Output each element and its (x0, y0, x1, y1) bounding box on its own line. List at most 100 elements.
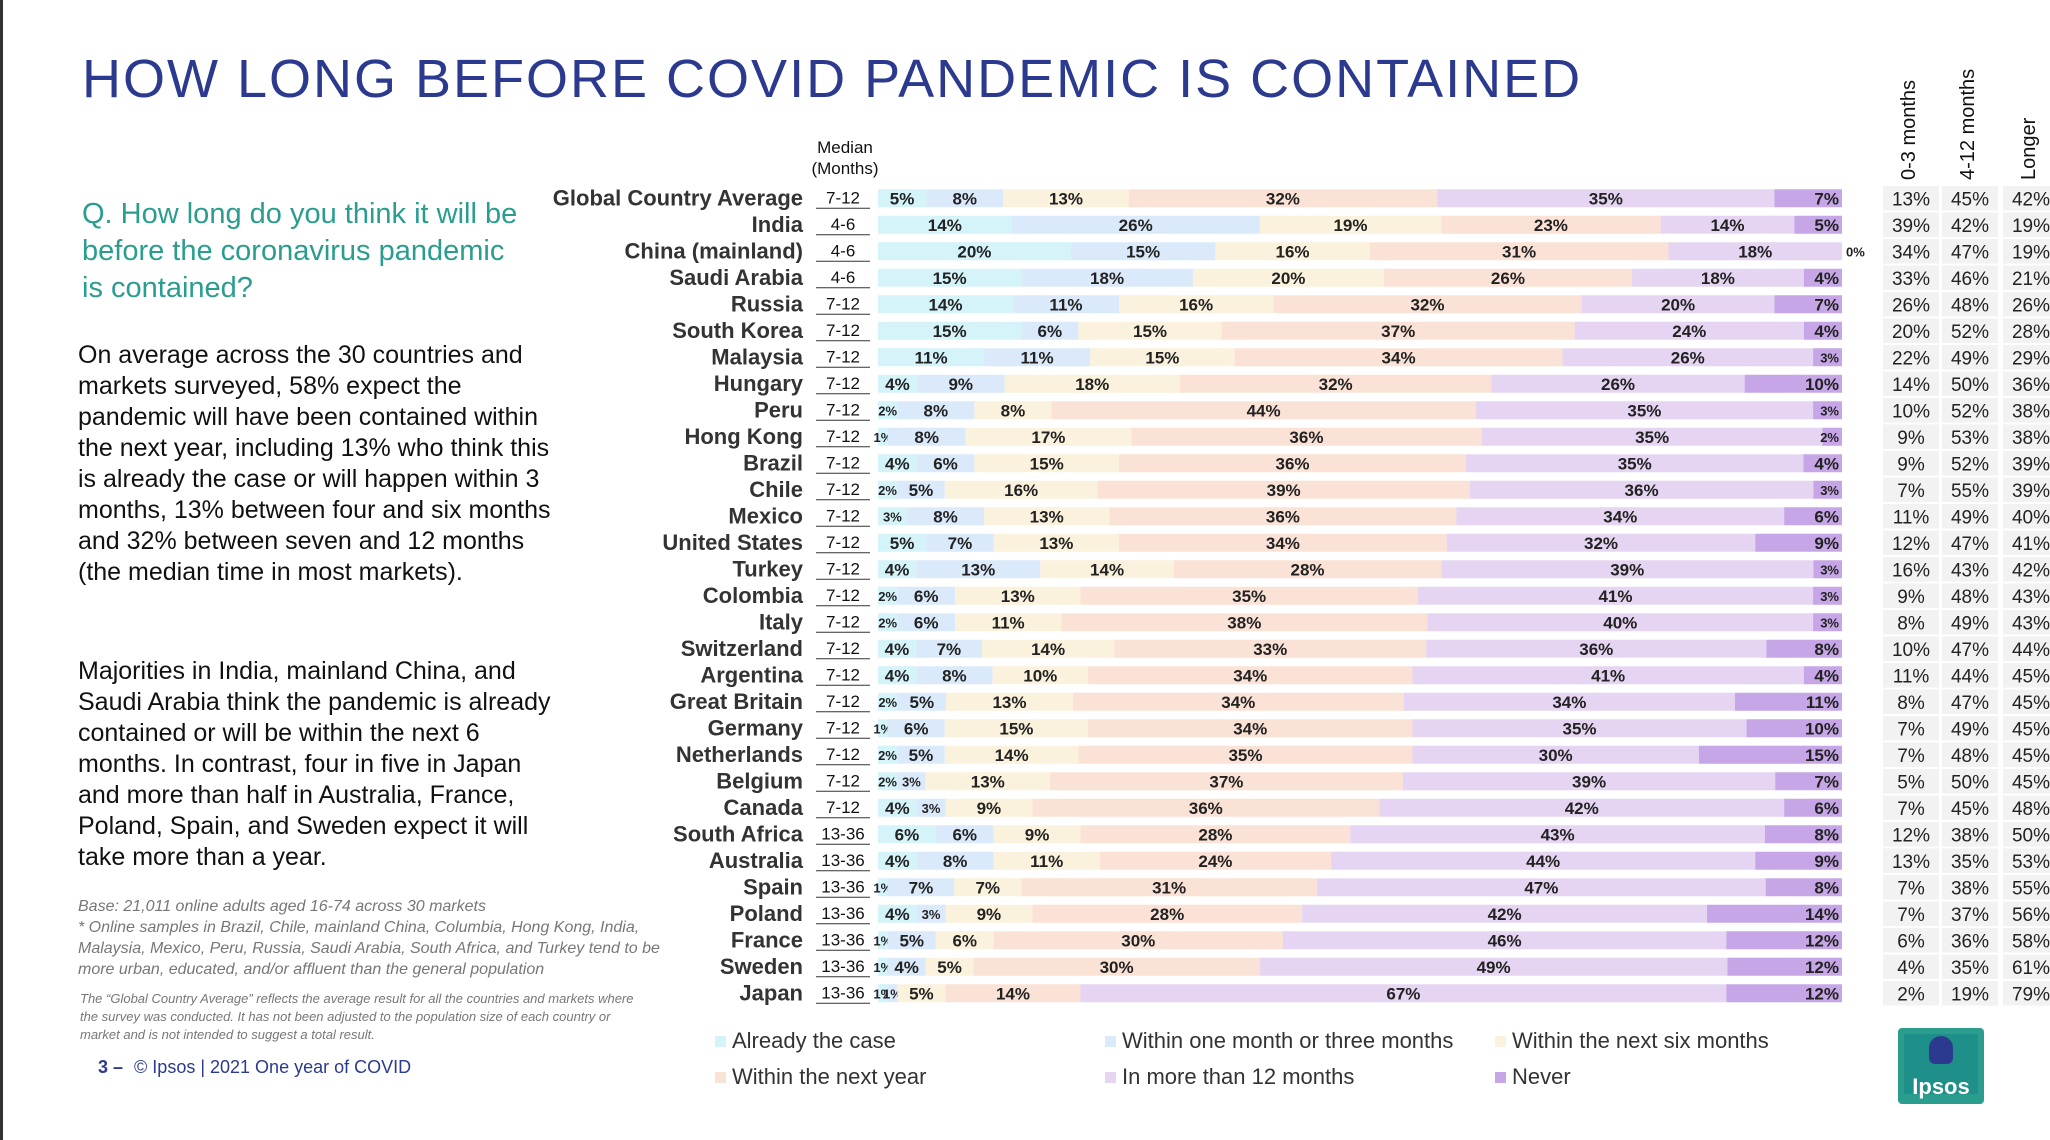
bar-segment (1383, 268, 1633, 287)
summary-cell (1942, 981, 1998, 1006)
summary-paragraph-2: Majorities in India, mainland China, and… (78, 657, 551, 871)
summary-cell (1883, 795, 1939, 820)
bar-value-label: 26% (1119, 216, 1153, 235)
bar-segment (878, 374, 917, 393)
summary-value: 11% (1893, 507, 1930, 528)
bar-value-label: 13% (1049, 189, 1083, 208)
bar-value-label: 11% (1030, 852, 1063, 871)
bar-segment (1813, 348, 1842, 367)
bar-segment (878, 984, 888, 1003)
row-label: Canada (724, 795, 804, 820)
bar-segment (973, 957, 1260, 976)
bar-value-label: 23% (1534, 216, 1568, 235)
summary-cell (2003, 186, 2050, 211)
summary-value: 53% (2012, 852, 2050, 873)
summary-value: 61% (2012, 958, 2050, 979)
bar-segment (925, 772, 1050, 791)
bar-value-label: 8% (924, 401, 949, 420)
bar-segment (1813, 401, 1842, 420)
row-label: Switzerland (681, 636, 803, 661)
summary-cell (2003, 636, 2050, 661)
row-median: 13-36 (821, 930, 864, 949)
bar-value-label: 14% (996, 984, 1030, 1003)
bar-value-label: 26% (1491, 269, 1525, 288)
bar-value-label: 35% (1232, 587, 1266, 606)
bar-value-label: 3% (1820, 615, 1839, 630)
bar-segment (1051, 401, 1476, 420)
bar-value-label: 6% (1038, 322, 1063, 341)
bar-segment (1803, 268, 1842, 287)
bar-value-label: 4% (885, 560, 910, 579)
summary-value: 10% (1892, 401, 1930, 422)
summary-cell (1942, 265, 1998, 290)
bar-value-label: 32% (1319, 375, 1353, 394)
summary-value: 35% (1951, 958, 1989, 979)
bar-value-label: 13% (1001, 587, 1035, 606)
row-median: 7-12 (826, 745, 860, 764)
bar-value-label: 3% (922, 801, 941, 816)
row-median: 7-12 (826, 665, 860, 684)
bar-value-label: 6% (904, 719, 929, 738)
summary-value: 48% (1951, 587, 1989, 608)
bar-value-label: 24% (1672, 322, 1706, 341)
bar-segment (1173, 560, 1442, 579)
bar-segment (1698, 745, 1842, 764)
row-label: Brazil (743, 450, 803, 475)
summary-cell (1942, 212, 1998, 237)
summary-value: 22% (1892, 348, 1930, 369)
bar-segment (1774, 189, 1842, 208)
bar-value-label: 10% (1805, 375, 1839, 394)
summary-cell (1883, 504, 1939, 529)
summary-value: 47% (1951, 242, 1989, 263)
bar-segment (878, 454, 917, 473)
bar-segment (878, 666, 917, 685)
summary-value: 46% (1951, 269, 1989, 290)
row-label: Hong Kong (684, 424, 803, 449)
bar-segment (1070, 242, 1216, 261)
ipsos-logo: Ipsos (1898, 1028, 1984, 1104)
summary-column-header: Longer (2009, 40, 2049, 180)
bar-value-label: 9% (948, 375, 973, 394)
bar-segment (1813, 480, 1842, 499)
bar-segment (1099, 851, 1332, 870)
row-median: 7-12 (826, 506, 860, 525)
summary-value: 43% (2012, 613, 2050, 634)
bar-value-label: 7% (975, 878, 1000, 897)
summary-cell (1942, 610, 1998, 635)
summary-cell (2003, 398, 2050, 423)
summary-cell (2003, 451, 2050, 476)
bar-segment (1032, 904, 1303, 923)
bar-value-label: 36% (1266, 507, 1300, 526)
bar-segment (887, 427, 966, 446)
bar-segment (1021, 268, 1193, 287)
summary-cell (2003, 742, 2050, 767)
bar-value-label: 37% (1381, 322, 1415, 341)
bar-segment (878, 189, 927, 208)
summary-cell (2003, 265, 2050, 290)
bar-value-label: 13% (1030, 507, 1064, 526)
bar-value-label: 18% (1075, 375, 1109, 394)
summary-cell (2003, 504, 2050, 529)
page-number: 3 – (98, 1057, 124, 1077)
bar-segment (878, 295, 1013, 314)
bar-segment (1734, 692, 1842, 711)
bar-value-label: 18% (1701, 269, 1735, 288)
bar-value-label: 12% (1805, 958, 1839, 977)
row-median: 7-12 (826, 586, 860, 605)
bar-value-label: 8% (1814, 825, 1839, 844)
bar-segment (878, 321, 1022, 340)
bar-segment (993, 851, 1100, 870)
bar-value-label: 14% (1031, 640, 1065, 659)
summary-value: 7% (1897, 746, 1925, 767)
summary-value: 47% (1951, 640, 1989, 661)
row-label: Australia (709, 848, 804, 873)
summary-value: 7% (1897, 905, 1925, 926)
summary-value: 11% (1893, 666, 1930, 687)
bar-segment (897, 401, 975, 420)
bar-segment (1078, 321, 1222, 340)
summary-cell (1883, 292, 1939, 317)
summary-value: 45% (2012, 772, 2050, 793)
row-median: 4-6 (831, 241, 856, 260)
summary-value: 48% (1951, 746, 1989, 767)
bar-value-label: 36% (1579, 640, 1613, 659)
